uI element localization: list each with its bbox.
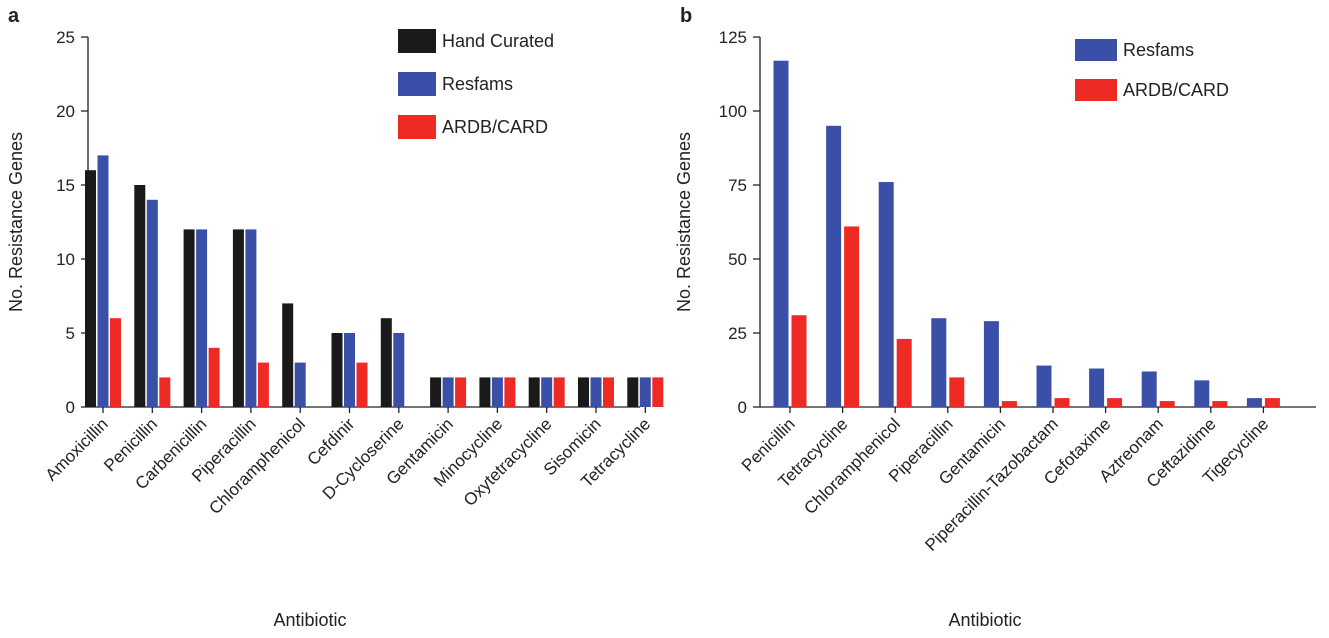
y-axis-title: No. Resistance Genes [674,132,694,312]
bar-hand-curated [85,170,96,407]
bar-ardb-card [159,377,171,407]
bar-resfams [826,125,842,408]
bar-ardb-card [504,377,516,407]
bar-resfams [878,182,894,407]
bar-ardb-card [791,315,807,407]
x-axis-title: Antibiotic [273,610,346,630]
legend-label: ARDB/CARD [1123,80,1229,100]
y-tick-label: 5 [66,324,75,343]
x-tick-label: Oxytetracycline [460,414,556,510]
bar-ardb-card [1107,398,1123,407]
legend-swatch [398,72,436,96]
bar-resfams [1246,398,1262,407]
bar-resfams [590,377,602,407]
legend-label: Resfams [442,74,513,94]
y-tick-label: 0 [738,398,747,417]
bar-hand-curated [134,185,146,407]
bar-resfams [491,377,503,407]
bar-resfams [1036,365,1052,407]
bar-ardb-card [1264,398,1280,407]
bar-resfams [393,333,405,407]
y-tick-label: 100 [719,102,747,121]
bar-resfams [541,377,553,407]
legend-swatch [398,29,436,53]
bar-ardb-card [455,377,467,407]
bar-resfams [196,229,208,407]
y-tick-label: 0 [66,398,75,417]
x-tick-label: Chloramphenicol [800,414,904,518]
bar-ardb-card [257,362,269,407]
bar-hand-curated [380,318,392,407]
legend-swatch [1075,39,1117,61]
bar-ardb-card [356,362,368,407]
bar-resfams [245,229,257,407]
bar-ardb-card [603,377,614,407]
bar-ardb-card [1054,398,1070,407]
bar-hand-curated [528,377,540,407]
legend: Hand Curated Resfams ARDB/CARD [398,29,554,139]
bar-ardb-card [110,318,121,407]
bar-resfams [344,333,355,407]
bar-hand-curated [183,229,195,407]
legend-label: Resfams [1123,40,1194,60]
bar-resfams [1089,368,1105,407]
bar-ardb-card [949,377,965,407]
y-tick-label: 50 [728,250,747,269]
legend-label: Hand Curated [442,31,554,51]
y-tick-label: 25 [728,324,747,343]
bar-resfams [1141,371,1157,407]
bar-hand-curated [430,377,442,407]
x-axis-title: Antibiotic [948,610,1021,630]
bar-hand-curated [232,229,244,407]
bar-ardb-card [208,347,220,407]
panel-label: b [680,5,692,27]
bar-ardb-card [1159,401,1175,407]
bar-ardb-card [1212,401,1228,407]
y-tick-label: 25 [56,28,75,47]
bar-resfams [983,321,999,407]
bar-hand-curated [578,377,589,407]
bar-ardb-card [896,338,912,407]
bar-hand-curated [282,303,294,407]
bar-ardb-card [1001,401,1017,407]
bar-resfams [931,318,947,407]
y-axis-title: No. Resistance Genes [6,132,26,312]
bar-resfams [442,377,454,407]
bar-resfams [146,199,158,407]
bar-hand-curated [627,377,639,407]
legend: Resfams ARDB/CARD [1075,39,1229,101]
y-tick-label: 20 [56,102,75,121]
bar-hand-curated [331,333,343,407]
chart-panel-a: a 0 5 10 15 20 25 No. Resistance Genes Antibioti… [6,5,664,630]
bar-resfams [97,155,109,407]
y-tick-label: 10 [56,250,75,269]
x-tick-label: Amoxicillin [42,414,112,484]
bar-resfams [773,60,789,408]
bar-ardb-card [652,377,664,407]
legend-swatch [398,115,436,139]
y-tick-label: 15 [56,176,75,195]
y-tick-label: 75 [728,176,747,195]
bar-hand-curated [479,377,491,407]
panel-label: a [8,5,20,27]
legend-swatch [1075,79,1117,101]
bar-ardb-card [553,377,565,407]
bar-resfams [294,362,306,407]
chart-panel-b: b 0 25 50 75 100 125 No. Resistance Genes Antibi… [674,5,1316,630]
legend-label: ARDB/CARD [442,117,548,137]
bar-resfams [639,377,651,407]
bar-ardb-card [844,226,860,407]
bar-resfams [1194,380,1210,407]
y-tick-label: 125 [719,28,747,47]
